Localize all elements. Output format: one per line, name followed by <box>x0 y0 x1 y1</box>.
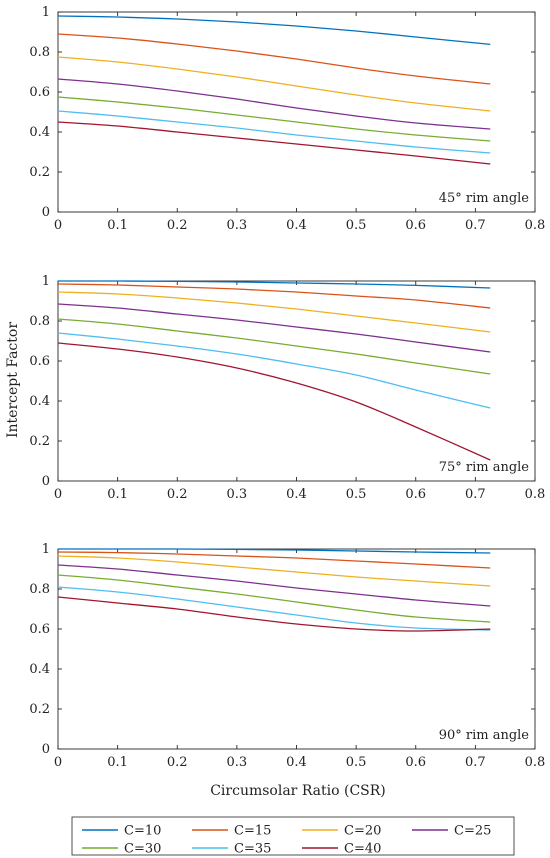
series-line-c-10 <box>57 15 491 46</box>
y-tick-label: 0.8 <box>29 45 50 60</box>
x-tick-label: 0.4 <box>286 487 307 502</box>
legend-label: C=35 <box>234 842 271 857</box>
series-line-c-30 <box>57 574 491 623</box>
series-line-c-25 <box>57 78 491 130</box>
x-tick-label: 0.3 <box>227 487 248 502</box>
series-line-c-40 <box>57 596 491 632</box>
y-tick-label: 0 <box>42 205 50 220</box>
x-tick-label: 0.8 <box>525 487 546 502</box>
legend-label: C=10 <box>124 824 161 839</box>
series-line-c-35 <box>57 110 491 154</box>
series-line-c-15 <box>57 33 491 85</box>
x-tick-label: 0 <box>54 487 62 502</box>
y-axis-label: Intercept Factor <box>5 322 21 438</box>
series-line-c-30 <box>57 96 491 142</box>
x-tick-label: 0.7 <box>465 218 486 233</box>
x-tick-label: 0.2 <box>167 755 188 770</box>
series-line-c-30 <box>57 318 491 375</box>
y-tick-label: 0.6 <box>29 354 50 369</box>
legend-label: C=30 <box>124 842 161 857</box>
series-line-c-35 <box>57 332 491 409</box>
legend-label: C=25 <box>454 824 491 839</box>
y-tick-label: 0.8 <box>29 582 50 597</box>
series-line-c-25 <box>57 564 491 607</box>
y-tick-label: 1 <box>42 542 50 557</box>
legend-label: C=20 <box>344 824 381 839</box>
y-tick-label: 0.2 <box>29 702 50 717</box>
rim-angle-annotation: 90° rim angle <box>439 728 530 743</box>
panel-75-rim-angle: 0 0.1 0.2 0.3 0.4 0.5 0.6 0.7 0.8 0 0.2 0.4 0.6 0.8 1 7… <box>29 274 545 502</box>
series-line-c-40 <box>57 121 491 165</box>
rim-angle-annotation: 45° rim angle <box>439 191 530 206</box>
series-line-c-20 <box>57 555 491 587</box>
y-tick-label: 0 <box>42 742 50 757</box>
x-tick-label: 0.6 <box>405 218 426 233</box>
x-tick-label: 0.4 <box>286 218 307 233</box>
series-line-c-15 <box>57 551 491 569</box>
x-tick-label: 0.8 <box>525 218 546 233</box>
y-tick-label: 1 <box>42 274 50 289</box>
y-tick-label: 0.4 <box>29 125 50 140</box>
x-axis-label: Circumsolar Ratio (CSR) <box>210 783 386 799</box>
x-tick-label: 0.6 <box>405 487 426 502</box>
y-tick-label: 0.2 <box>29 165 50 180</box>
x-tick-label: 0 <box>54 755 62 770</box>
x-tick-label: 0.2 <box>167 487 188 502</box>
y-tick-label: 0.4 <box>29 662 50 677</box>
x-tick-label: 0.5 <box>346 755 367 770</box>
series-line-c-20 <box>57 56 491 112</box>
x-tick-label: 0.5 <box>346 487 367 502</box>
rim-angle-annotation: 75° rim angle <box>439 460 530 475</box>
series-line-c-20 <box>57 291 491 333</box>
x-tick-label: 0.1 <box>107 218 128 233</box>
x-tick-label: 0.3 <box>227 755 248 770</box>
y-tick-label: 0.2 <box>29 434 50 449</box>
x-tick-label: 0.3 <box>227 218 248 233</box>
y-tick-label: 0 <box>42 474 50 489</box>
x-tick-label: 0.6 <box>405 755 426 770</box>
x-tick-label: 0.7 <box>465 487 486 502</box>
legend-label: C=40 <box>344 842 381 857</box>
series-line-c-10 <box>57 280 491 289</box>
x-tick-label: 0.7 <box>465 755 486 770</box>
y-tick-label: 1 <box>42 5 50 20</box>
legend: C=10 C=15 C=20 C=25 C=30 C=35 C=40 <box>71 816 515 857</box>
x-tick-label: 0 <box>54 218 62 233</box>
plot-area <box>57 548 536 750</box>
series-line-c-15 <box>57 283 491 309</box>
y-tick-label: 0.4 <box>29 394 50 409</box>
x-tick-label: 0.2 <box>167 218 188 233</box>
x-tick-label: 0.1 <box>107 487 128 502</box>
x-tick-label: 0.5 <box>346 218 367 233</box>
x-tick-label: 0.4 <box>286 755 307 770</box>
x-tick-label: 0.8 <box>525 755 546 770</box>
series-line-c-35 <box>57 586 491 631</box>
plot-area <box>57 280 536 482</box>
panel-45-rim-angle: 0 0.1 0.2 0.3 0.4 0.5 0.6 0.7 0.8 0 0.2 0.4 0.6 0.8 1 4… <box>29 5 545 233</box>
panel-90-rim-angle: 0 0.1 0.2 0.3 0.4 0.5 0.6 0.7 0.8 0 0.2 0.4 0.6 0.8 1 9… <box>29 542 545 770</box>
series-line-c-40 <box>57 342 491 461</box>
plot-area <box>57 11 536 213</box>
y-tick-label: 0.6 <box>29 622 50 637</box>
y-tick-label: 0.6 <box>29 85 50 100</box>
y-tick-label: 0.8 <box>29 314 50 329</box>
series-line-c-10 <box>58 548 491 554</box>
x-tick-label: 0.1 <box>107 755 128 770</box>
series-line-c-25 <box>57 303 491 353</box>
legend-box <box>71 816 515 856</box>
legend-label: C=15 <box>234 824 271 839</box>
